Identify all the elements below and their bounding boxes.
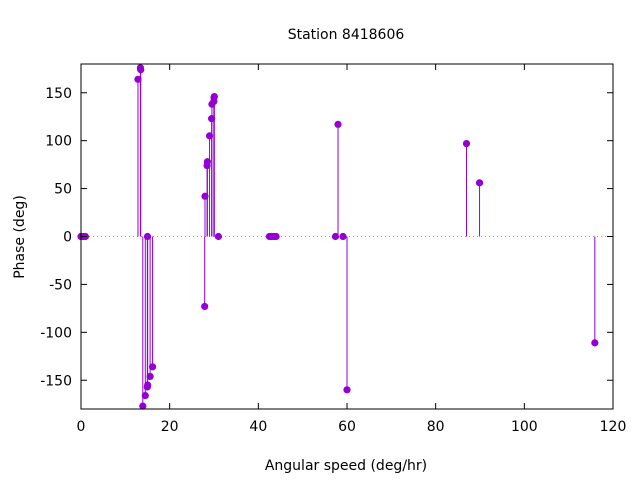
x-tick-label-60: 60 — [338, 419, 356, 435]
data-point-33 — [343, 386, 351, 394]
impulse-layer — [137, 67, 596, 407]
y-tick-label--150: -150 — [40, 373, 72, 389]
y-tick-label--50: -50 — [49, 277, 72, 293]
data-point-32 — [339, 232, 347, 241]
data-point-20 — [208, 115, 216, 123]
data-point-9 — [141, 391, 149, 400]
data-point-34 — [462, 139, 471, 148]
data-point-25 — [214, 232, 223, 241]
data-point-18 — [203, 158, 211, 166]
chart-title: Station 8418606 — [288, 27, 405, 43]
data-point-31 — [334, 120, 342, 128]
data-point-5 — [134, 75, 142, 83]
data-point-29 — [272, 232, 280, 241]
y-axis-label: Phase (deg) — [12, 195, 28, 279]
data-point-8 — [139, 402, 147, 410]
data-point-16 — [201, 192, 209, 200]
x-tick-label-100: 100 — [511, 419, 538, 435]
data-point-13 — [146, 372, 154, 381]
data-point-15 — [201, 302, 209, 311]
y-tick-label-100: 100 — [45, 134, 72, 150]
x-tick-label-120: 120 — [600, 419, 627, 435]
x-axis-label: Angular speed (deg/hr) — [265, 458, 427, 474]
y-tick-label-150: 150 — [45, 86, 72, 102]
y-tick-label--100: -100 — [40, 325, 72, 341]
x-tick-label-40: 40 — [249, 419, 267, 435]
data-point-11 — [143, 232, 152, 241]
y-tick-label-50: 50 — [54, 182, 72, 198]
data-point-30 — [331, 232, 340, 241]
point-layer — [77, 64, 599, 410]
data-point-12 — [144, 381, 152, 389]
y-tick-label-0: 0 — [63, 230, 72, 246]
y-axis-ticks: -150 -100 -50 0 50 100 150 — [40, 86, 613, 389]
x-tick-label-20: 20 — [161, 419, 179, 435]
data-point-7 — [137, 66, 145, 74]
data-point-14 — [148, 363, 157, 371]
data-point-35 — [475, 179, 484, 187]
data-point-36 — [591, 339, 599, 347]
x-tick-label-80: 80 — [427, 419, 445, 435]
x-tick-label-0: 0 — [77, 419, 86, 435]
data-point-24 — [210, 92, 218, 101]
data-point-19 — [205, 132, 214, 140]
x-axis-ticks: 0 20 40 60 80 100 120 — [77, 64, 627, 435]
